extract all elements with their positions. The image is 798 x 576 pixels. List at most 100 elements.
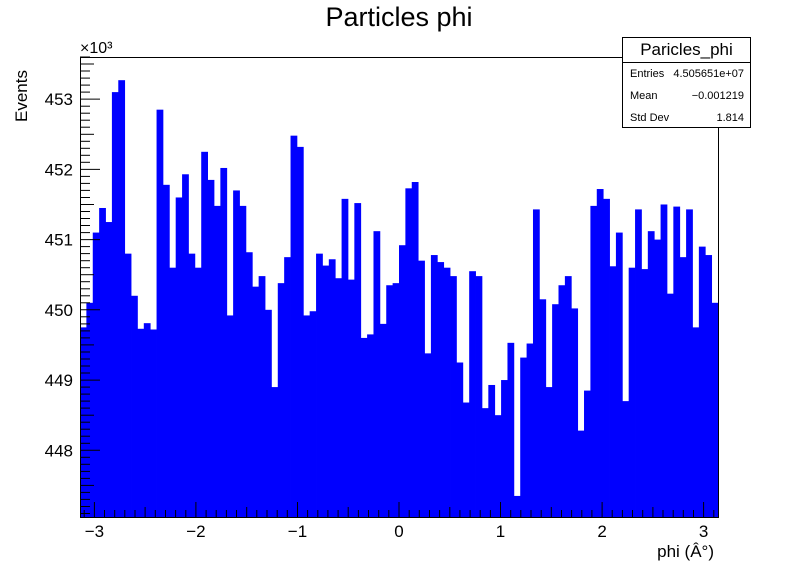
histogram-bin	[271, 387, 279, 517]
histogram-bin	[609, 266, 617, 517]
histogram-bin	[622, 401, 630, 517]
histogram-bin	[558, 285, 566, 517]
histogram-bin	[354, 203, 362, 517]
x-tick-label: −3	[85, 522, 104, 541]
stats-value: 1.814	[716, 112, 744, 124]
x-tick-label: 2	[597, 522, 606, 541]
histogram-bin	[392, 283, 400, 517]
histogram-bin	[577, 430, 585, 517]
histogram-bin	[698, 246, 706, 517]
histogram-bin	[456, 362, 464, 517]
stats-row-entries: Entries 4.505651e+07	[623, 63, 750, 85]
histogram-bin	[590, 205, 598, 517]
histogram-bin	[564, 276, 572, 517]
histogram-bin	[379, 323, 387, 517]
histogram-bin	[520, 357, 527, 517]
histogram-bin	[213, 205, 221, 517]
histogram-bin	[469, 271, 476, 517]
histogram-bin	[226, 315, 234, 517]
histogram-bin	[284, 257, 291, 517]
histogram-bin	[182, 174, 189, 517]
histogram-bin	[290, 135, 298, 517]
histogram-bin	[532, 209, 540, 517]
histogram-bin	[399, 245, 406, 517]
histogram-bin	[603, 198, 610, 518]
histogram-bin	[641, 269, 649, 517]
histogram-bin	[143, 323, 151, 517]
x-axis-label: phi (Â°)	[657, 542, 714, 561]
histogram-bin	[443, 267, 451, 517]
histogram-bin	[571, 308, 579, 517]
stats-box: Paricles_phi Entries 4.505651e+07 Mean −…	[622, 37, 751, 128]
histogram-bin	[647, 231, 655, 518]
x-tick-label: 0	[394, 522, 403, 541]
histogram-bin	[462, 402, 470, 517]
y-tick-label: 453	[45, 90, 73, 109]
histogram-bin	[111, 92, 119, 518]
chart-title: Particles phi	[325, 2, 473, 32]
x-tick-label: −2	[186, 522, 205, 541]
histogram-bin	[124, 253, 132, 517]
histogram-bin	[188, 253, 196, 517]
histogram-bin	[654, 239, 661, 517]
histogram-bin	[118, 80, 126, 518]
histogram-bin	[666, 293, 674, 517]
stats-row-mean: Mean −0.001219	[623, 85, 750, 107]
histogram-bin	[424, 353, 432, 517]
histogram-bin	[686, 209, 693, 517]
stats-label: Entries	[630, 68, 665, 80]
histogram-bin	[411, 182, 419, 517]
histogram-bin	[367, 334, 374, 517]
histogram-bars	[80, 80, 719, 518]
histogram-bin	[481, 408, 489, 517]
histogram-bin	[150, 329, 157, 517]
stats-row-stddev: Std Dev 1.814	[623, 107, 750, 129]
y-axis-label: Events	[12, 70, 31, 122]
histogram-bin	[679, 257, 687, 517]
y-axis: 448 449 450 451 452 453	[45, 56, 100, 514]
histogram-bin	[628, 267, 636, 517]
histogram-bin	[316, 253, 323, 517]
histogram-bin	[233, 190, 240, 517]
histogram-bin	[513, 495, 521, 517]
y-tick-label: 451	[45, 231, 73, 250]
histogram-bin	[705, 255, 713, 518]
histogram-bin	[552, 304, 559, 517]
histogram-bin	[711, 302, 719, 517]
histogram-bin	[194, 267, 202, 517]
x-tick-label: 3	[699, 522, 708, 541]
x-axis: −3 −2 −1 0 1 2 3	[83, 502, 715, 541]
histogram-bin	[373, 231, 381, 518]
histogram-bin	[175, 197, 183, 517]
histogram-bin	[450, 276, 457, 517]
histogram-bin	[418, 260, 425, 517]
histogram-bin	[296, 146, 304, 517]
histogram-bin	[99, 207, 106, 518]
histogram-bin	[596, 189, 604, 517]
histogram-bin	[245, 252, 253, 518]
x-tick-label: −1	[288, 522, 307, 541]
x-tick-label: 1	[496, 522, 505, 541]
histogram-bin	[526, 343, 534, 517]
histogram-bin	[341, 198, 349, 518]
histogram-bin	[507, 342, 515, 517]
histogram-bin	[252, 286, 260, 517]
histogram-bin	[131, 295, 138, 517]
histogram-bin	[303, 315, 311, 517]
histogram-bin	[169, 267, 177, 517]
histogram-bin	[475, 276, 483, 517]
histogram-bin	[335, 278, 342, 517]
histogram-bin	[239, 205, 247, 517]
histogram-bin	[635, 209, 642, 517]
plot-frame	[80, 57, 719, 518]
y-tick-label: 450	[45, 301, 73, 320]
histogram-bin	[494, 415, 502, 517]
histogram-bin	[386, 285, 394, 517]
histogram-bin	[92, 232, 100, 517]
histogram-bin	[584, 390, 591, 517]
y-tick-label: 449	[45, 371, 73, 390]
stats-label: Mean	[630, 90, 658, 102]
stats-title: Paricles_phi	[623, 38, 750, 63]
y-tick-label: 452	[45, 160, 73, 179]
